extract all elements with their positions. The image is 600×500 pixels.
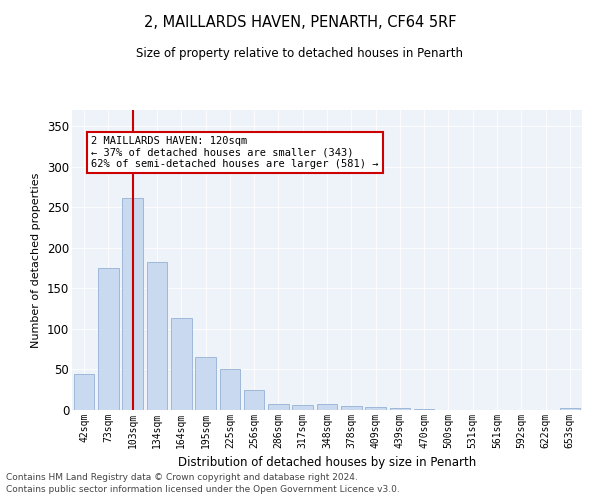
Bar xyxy=(195,358,216,410)
Bar xyxy=(268,404,289,410)
Bar xyxy=(146,262,167,410)
X-axis label: Distribution of detached houses by size in Penarth: Distribution of detached houses by size … xyxy=(178,456,476,469)
Bar xyxy=(220,370,240,410)
Bar xyxy=(98,268,119,410)
Bar xyxy=(122,198,143,410)
Bar xyxy=(74,374,94,410)
Bar xyxy=(389,408,410,410)
Bar xyxy=(560,408,580,410)
Bar xyxy=(292,405,313,410)
Y-axis label: Number of detached properties: Number of detached properties xyxy=(31,172,41,348)
Text: 2 MAILLARDS HAVEN: 120sqm
← 37% of detached houses are smaller (343)
62% of semi: 2 MAILLARDS HAVEN: 120sqm ← 37% of detac… xyxy=(91,136,379,169)
Text: Contains HM Land Registry data © Crown copyright and database right 2024.: Contains HM Land Registry data © Crown c… xyxy=(6,473,358,482)
Bar xyxy=(341,406,362,410)
Bar xyxy=(244,390,265,410)
Bar xyxy=(317,404,337,410)
Text: 2, MAILLARDS HAVEN, PENARTH, CF64 5RF: 2, MAILLARDS HAVEN, PENARTH, CF64 5RF xyxy=(144,15,456,30)
Bar xyxy=(414,409,434,410)
Bar xyxy=(171,318,191,410)
Text: Size of property relative to detached houses in Penarth: Size of property relative to detached ho… xyxy=(137,48,464,60)
Bar xyxy=(365,407,386,410)
Text: Contains public sector information licensed under the Open Government Licence v3: Contains public sector information licen… xyxy=(6,486,400,494)
